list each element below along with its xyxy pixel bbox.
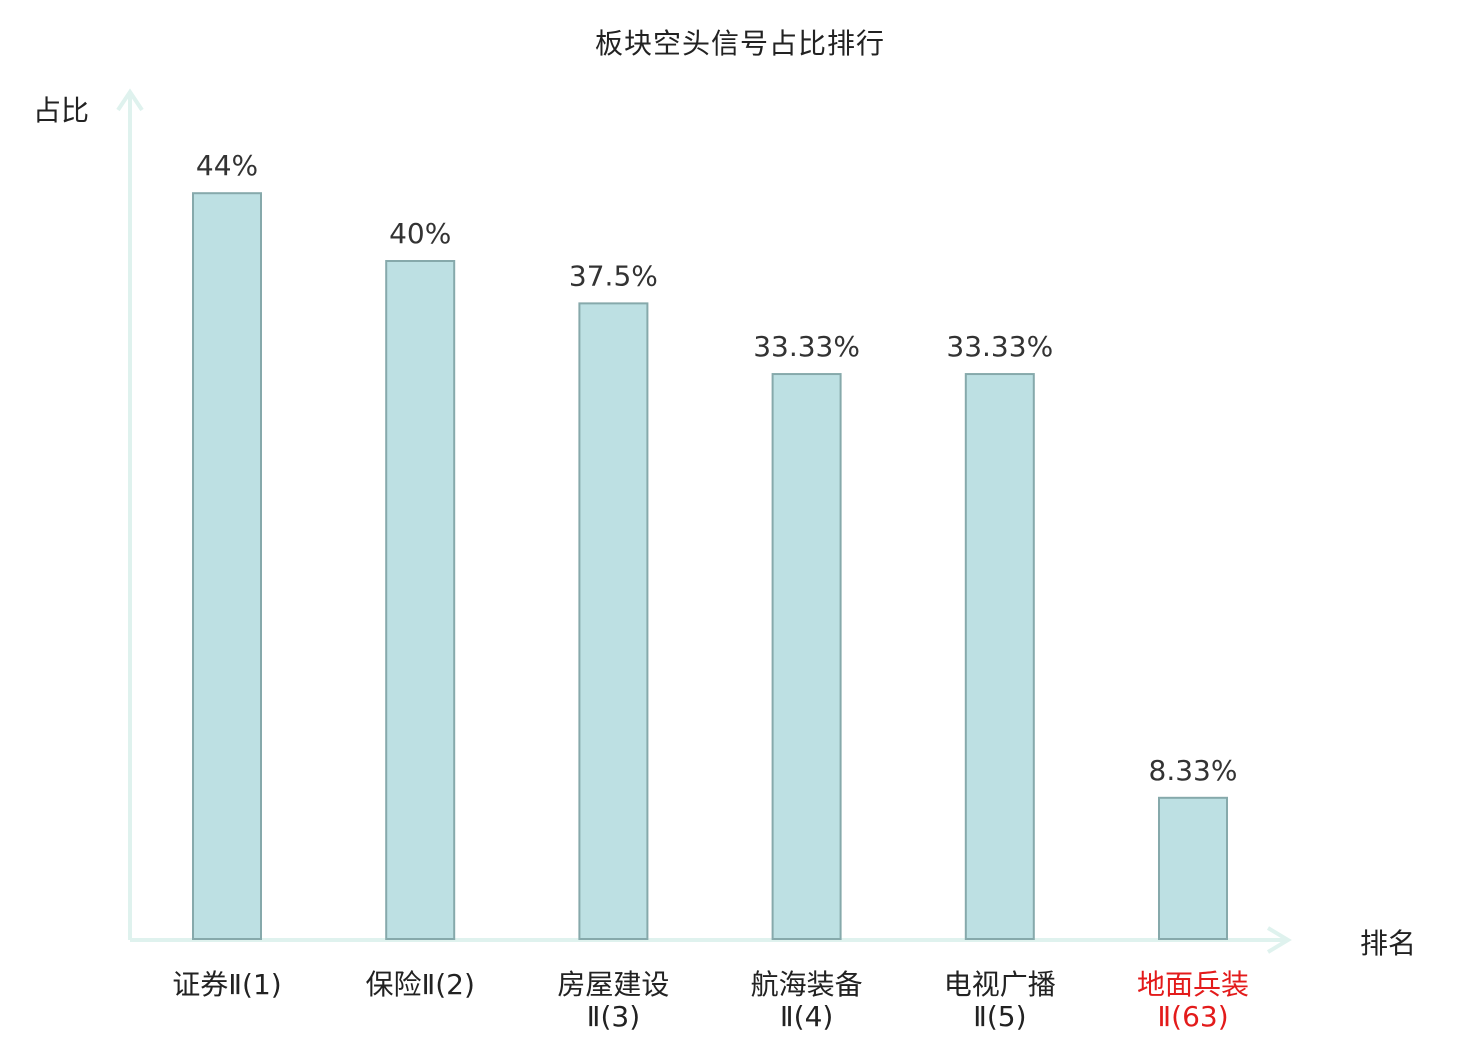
value-label-3: 37.5% — [569, 259, 658, 292]
category-label-1: 证券Ⅱ(1) — [172, 968, 281, 1001]
category-sublabel-6: Ⅱ(63) — [1157, 1000, 1228, 1033]
category-label-4: 航海装备 — [751, 968, 863, 1001]
bar-3 — [578, 302, 649, 940]
y-axis-arrow — [116, 88, 144, 112]
y-axis-label: 占比 — [33, 94, 89, 127]
category-label-5: 电视广播 — [944, 968, 1056, 1001]
bar-6 — [1158, 796, 1228, 941]
bar-2 — [385, 260, 456, 940]
category-sublabel-3: Ⅱ(3) — [587, 1000, 640, 1033]
value-label-4: 33.33% — [753, 330, 860, 363]
value-label-1: 44% — [196, 149, 258, 182]
category-label-3: 房屋建设 — [557, 968, 669, 1001]
category-sublabel-5: Ⅱ(5) — [973, 1000, 1026, 1033]
value-label-2: 40% — [389, 217, 451, 250]
bar-5 — [964, 373, 1035, 940]
category-label-6: 地面兵装 — [1137, 968, 1249, 1001]
value-label-6: 8.33% — [1149, 754, 1238, 787]
bar-4 — [771, 373, 842, 940]
category-sublabel-4: Ⅱ(4) — [780, 1000, 833, 1033]
x-axis-arrow — [1266, 926, 1292, 954]
value-label-5: 33.33% — [946, 330, 1053, 363]
bar-1 — [192, 192, 262, 940]
x-axis-label: 排名 — [1360, 927, 1416, 960]
category-label-2: 保险Ⅱ(2) — [365, 968, 474, 1001]
chart-title: 板块空头信号占比排行 — [594, 27, 885, 60]
